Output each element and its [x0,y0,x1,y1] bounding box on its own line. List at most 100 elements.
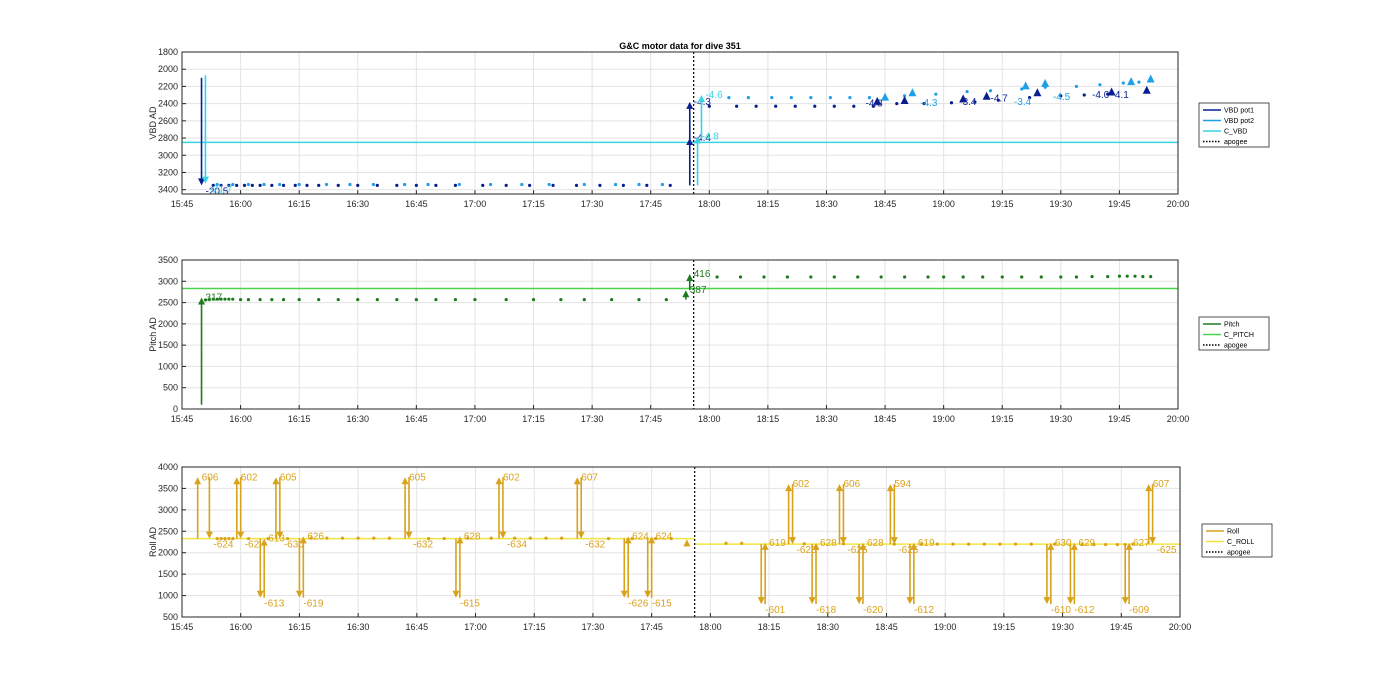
arrow-head [761,542,769,550]
data-point [738,275,743,279]
y-tick-label: 3200 [158,167,178,177]
triangle-marker [1146,74,1155,83]
data-point [375,183,379,187]
data-point [879,275,883,279]
data-point [395,297,399,302]
x-tick-label: 16:00 [229,414,252,424]
data-point [227,536,231,541]
data-point [967,542,971,546]
arrow-label: -4.3 [694,97,712,108]
y-tick-label: 3400 [158,185,178,195]
y-tick-label: 1500 [158,569,178,579]
arrow-head [276,531,284,539]
arrow-label: -630 [284,540,304,551]
x-tick-label: 18:45 [874,414,897,424]
data-point [513,536,517,540]
x-tick-label: 16:45 [406,622,429,632]
data-point [582,182,586,187]
arrow-label: -612 [914,605,934,616]
data-point [621,183,625,187]
arrow-head [194,477,202,485]
arrow-head [198,297,206,305]
arrow-head [256,590,264,598]
data-point [809,96,813,100]
arrow-label: -624 [213,540,233,551]
triangle-marker [900,96,909,105]
data-label: -4.3 [866,99,884,110]
data-point [1104,542,1108,547]
data-point [645,183,649,187]
data-point [481,183,485,187]
triangle-marker [1033,88,1042,97]
x-tick-label: 19:00 [932,414,955,424]
data-point [262,182,266,187]
arrow-label: 606 [202,472,219,483]
x-tick-label: 16:45 [405,414,428,424]
data-point [613,182,618,187]
arrow-label: -609 [1129,605,1149,616]
data-point [520,182,524,187]
data-point [281,297,286,302]
arrow-label: -613 [264,599,284,610]
arrow-label: -619 [303,599,323,610]
arrow-head [812,542,820,550]
data-point [637,182,641,187]
y-axis-label: VBD AD [148,106,158,140]
arrow-label: -4.8 [702,131,720,142]
data-point [414,183,418,187]
data-point [832,275,836,279]
x-tick-label: 15:45 [171,622,194,632]
data-point [1141,275,1145,279]
data-point [1080,542,1084,547]
data-point [442,536,446,541]
data-point [356,297,360,302]
arrow-label: 628 [464,531,481,542]
x-tick-label: 19:45 [1110,622,1133,632]
chart-panel-3: 15:45 16:00 16:15 16:30 16:45 17:00 17:15 17:30… [148,462,1273,632]
data-point [375,297,379,302]
data-point [1133,274,1137,278]
arrow-label: 602 [793,479,810,490]
x-tick-label: 16:45 [405,199,428,209]
arrow-label: -615 [460,599,480,610]
data-point [574,183,579,187]
data-point [203,298,208,302]
data-point [813,104,817,108]
arrow-label: -62 [245,540,260,551]
triangle-marker [1142,85,1151,94]
arrow-head [682,290,690,298]
data-point [531,297,536,302]
x-tick-label: 19:30 [1050,199,1073,209]
x-tick-label: 20:00 [1167,414,1190,424]
y-tick-label: 3000 [158,150,178,160]
data-point [317,183,321,187]
arrow-head [1047,542,1055,550]
data-point [231,297,235,301]
arrow-head [855,597,863,605]
data-point [489,536,493,540]
arrow-label: 607 [1153,479,1170,490]
x-tick-label: 15:45 [171,414,194,424]
arrow-head [452,590,460,598]
x-tick-label: 18:15 [758,622,781,632]
arrow-label: -601 [765,605,785,616]
data-point [1074,275,1079,279]
data-point [227,297,231,301]
arrow-label: 627 [1133,538,1150,549]
data-point [1106,275,1110,279]
x-tick-label: 18:00 [698,199,721,209]
x-tick-label: 16:00 [229,199,252,209]
data-label: -3.4 [959,97,977,108]
y-axis-label: Roll AD [148,526,158,557]
data-point [1098,83,1102,87]
x-tick-label: 16:30 [346,199,369,209]
data-point [231,182,235,187]
legend-box [1198,316,1270,351]
arrow-label: 416 [694,269,711,280]
legend-label: Pitch [1224,322,1240,329]
data-point [223,297,227,301]
plot-area [182,467,1180,617]
legend-label: apogee [1224,139,1247,146]
data-point [242,183,247,187]
arrow-label: -20.5 [206,186,229,197]
